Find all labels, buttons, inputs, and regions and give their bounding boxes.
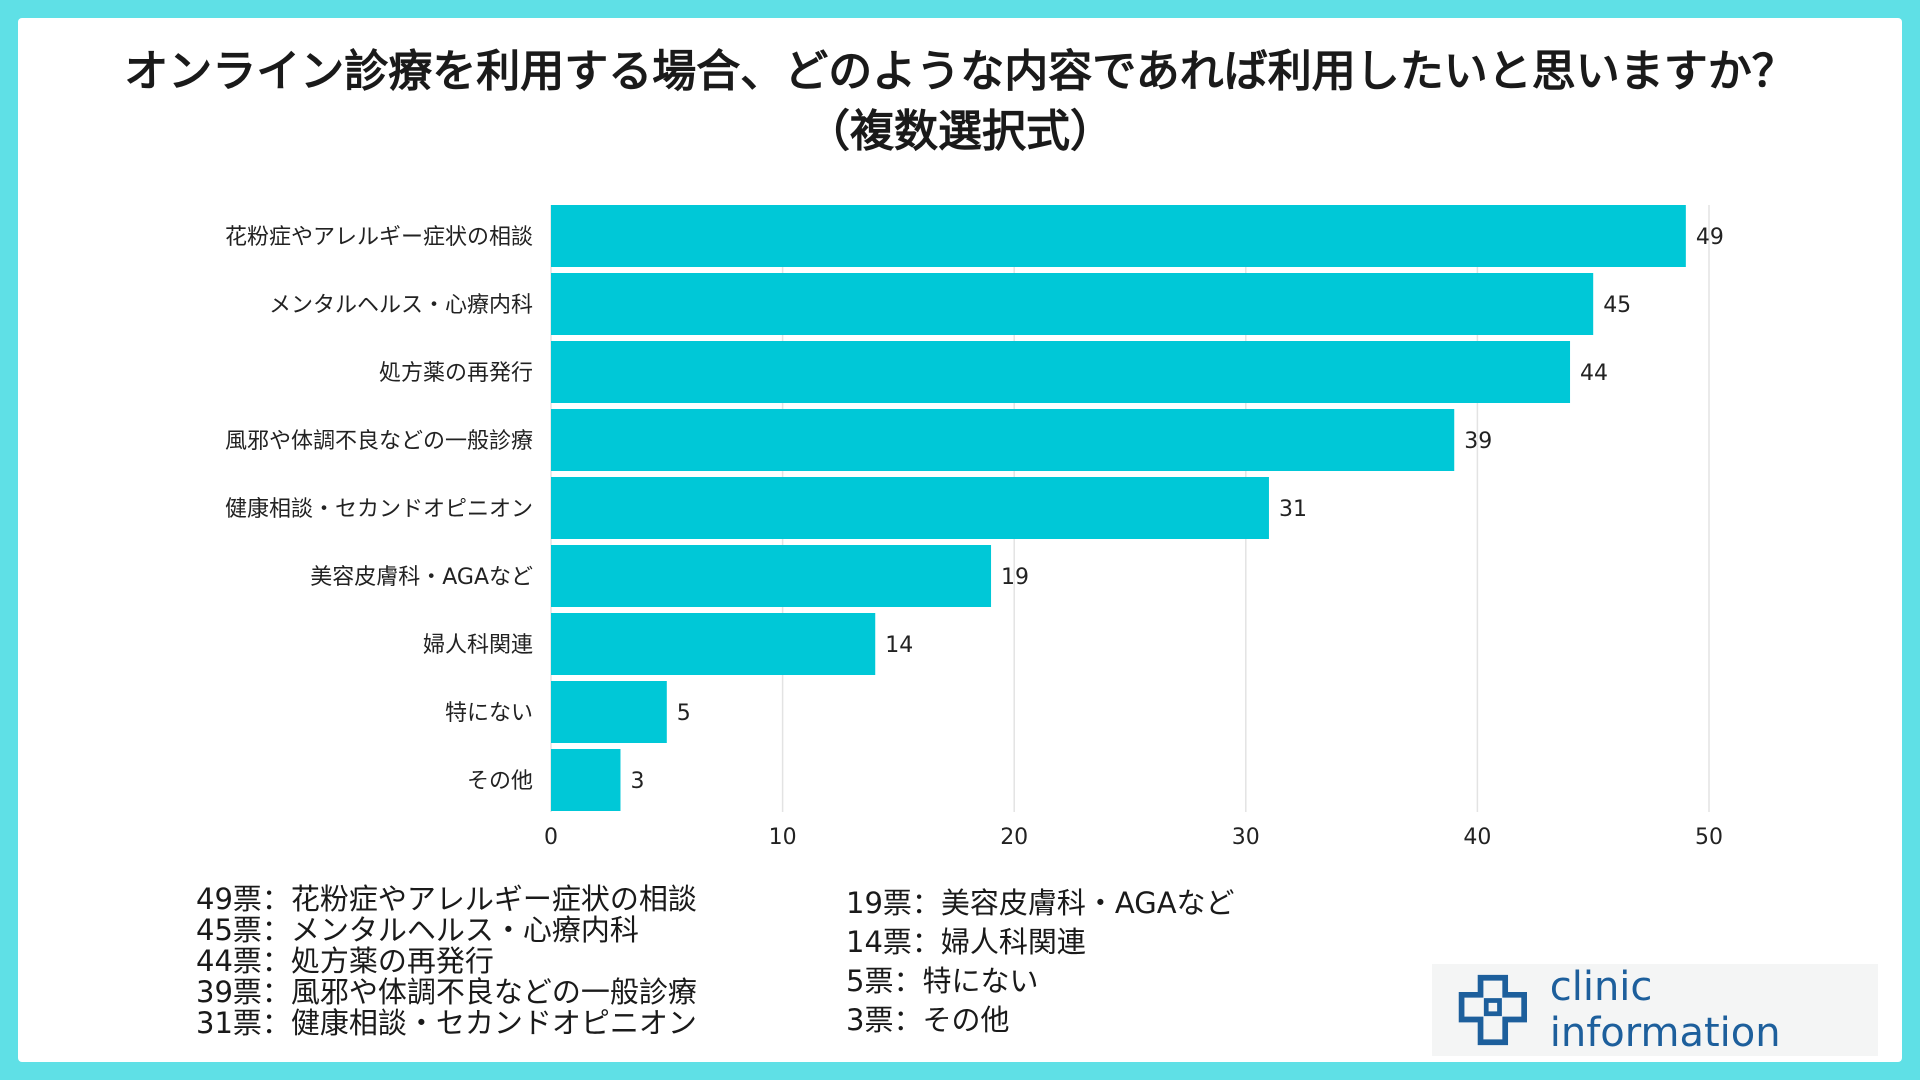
bar [551, 613, 876, 675]
value-label: 3 [630, 769, 644, 794]
x-tick-label: 40 [1463, 825, 1491, 850]
bar [551, 749, 621, 811]
bar [551, 205, 1686, 267]
category-label: 健康相談・セカンドオピニオン [225, 497, 533, 522]
legend-item: 39票：風邪や体調不良などの一般診療 [196, 975, 697, 1009]
bar [551, 681, 667, 743]
value-label: 39 [1464, 429, 1492, 454]
value-label: 19 [1001, 565, 1029, 590]
x-tick-label: 30 [1232, 825, 1260, 850]
category-label: 特にない [445, 701, 533, 726]
category-label: メンタルヘルス・心療内科 [269, 293, 533, 318]
x-tick-label: 10 [769, 825, 797, 850]
legend-item: 19票：美容皮膚科・AGAなど [846, 886, 1235, 920]
legend-item: 5票：特にない [846, 964, 1039, 998]
value-label: 49 [1696, 225, 1724, 250]
legend-item: 45票：メンタルヘルス・心療内科 [196, 913, 639, 947]
category-label: 風邪や体調不良などの一般診療 [225, 429, 533, 454]
logo-text: clinic information [1549, 964, 1781, 1056]
page-frame [18, 18, 1902, 1062]
bar [551, 341, 1571, 403]
category-label: 花粉症やアレルギー症状の相談 [225, 225, 533, 250]
value-label: 31 [1279, 497, 1307, 522]
category-label: その他 [467, 769, 533, 794]
chart-title: オンライン診療を利用する場合、どのような内容であれば利用したいと思いますか？ （… [0, 42, 1920, 162]
bar [551, 273, 1594, 335]
legend-item: 31票：健康相談・セカンドオピニオン [196, 1006, 697, 1040]
legend-item: 49票：花粉症やアレルギー症状の相談 [196, 882, 697, 916]
x-tick-label: 50 [1695, 825, 1723, 850]
logo: clinic information [1432, 964, 1878, 1056]
bar [551, 409, 1455, 471]
legend-left: 49票：花粉症やアレルギー症状の相談 45票：メンタルヘルス・心療内科 44票：… [196, 884, 697, 1039]
legend-item: 44票：処方薬の再発行 [196, 944, 494, 978]
category-label: 処方薬の再発行 [379, 361, 533, 386]
value-label: 5 [677, 701, 691, 726]
bar [551, 477, 1269, 539]
medical-cross-icon [1458, 974, 1527, 1046]
category-label: 婦人科関連 [423, 633, 533, 658]
x-tick-label: 0 [544, 825, 558, 850]
legend-item: 14票：婦人科関連 [846, 925, 1086, 959]
legend-right: 19票：美容皮膚科・AGAなど 14票：婦人科関連 5票：特にない 3票：その他 [846, 884, 1235, 1040]
x-tick-label: 20 [1000, 825, 1028, 850]
value-label: 45 [1603, 293, 1631, 318]
title-line-2: （複数選択式） [806, 106, 1114, 157]
category-label: 美容皮膚科・AGAなど [310, 565, 533, 590]
value-label: 14 [885, 633, 913, 658]
bar [551, 545, 992, 607]
value-label: 44 [1580, 361, 1608, 386]
legend-item: 3票：その他 [846, 1003, 1010, 1037]
title-line-1: オンライン診療を利用する場合、どのような内容であれば利用したいと思いますか？ [124, 46, 1796, 97]
